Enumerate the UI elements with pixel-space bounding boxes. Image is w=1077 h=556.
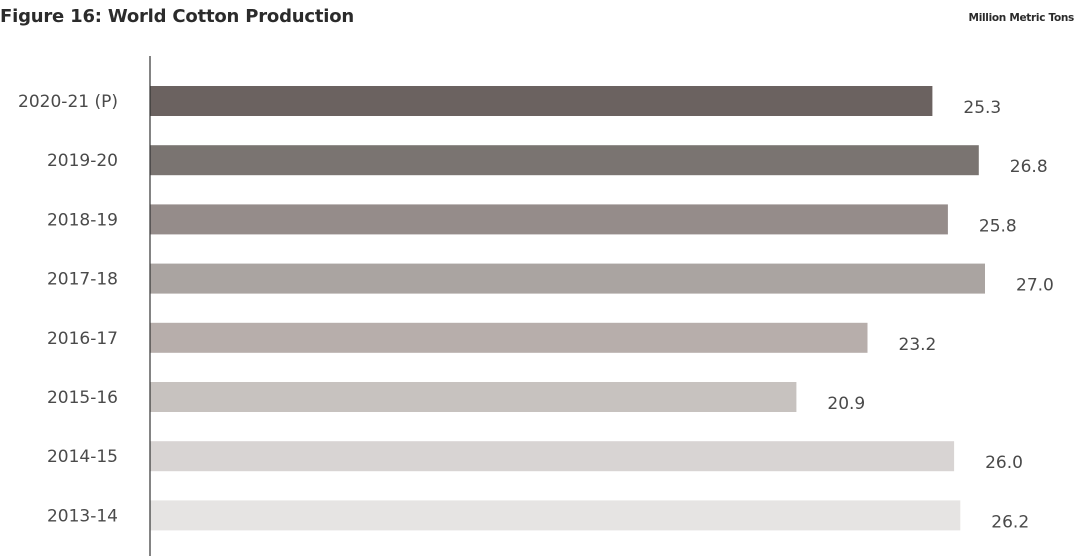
value-label: 26.0 [985,453,1023,473]
value-label: 25.3 [963,98,1001,118]
value-label: 20.9 [827,394,865,414]
chart-title: Figure 16: World Cotton Production [0,6,354,27]
value-label: 25.8 [979,216,1017,236]
bars-layer [150,86,985,531]
bar-2018-19 [150,204,948,235]
unit-label: Million Metric Tons [968,12,1075,24]
category-label: 2019-20 [47,151,118,171]
category-label: 2018-19 [47,210,118,230]
category-label: 2016-17 [47,329,118,349]
value-label: 26.8 [1010,157,1048,177]
value-label: 26.2 [991,512,1029,532]
bar-2020-21-p [150,86,933,116]
bar-2016-17 [150,322,868,353]
category-label: 2020-21 (P) [18,92,118,112]
bar-2014-15 [150,441,955,472]
labels-layer: 2020-21 (P) 25.3 2019-20 26.8 2018-19 25.8 201… [18,92,1054,532]
value-label: 23.2 [899,335,937,355]
bar-2019-20 [150,145,979,176]
category-label: 2014-15 [47,447,118,467]
category-label: 2017-18 [47,270,118,290]
category-label: 2013-14 [47,506,118,526]
bar-2013-14 [150,500,961,531]
category-label: 2015-16 [47,388,118,408]
bar-2017-18 [150,263,985,294]
bar-2015-16 [150,382,797,412]
value-label: 27.0 [1016,276,1054,296]
